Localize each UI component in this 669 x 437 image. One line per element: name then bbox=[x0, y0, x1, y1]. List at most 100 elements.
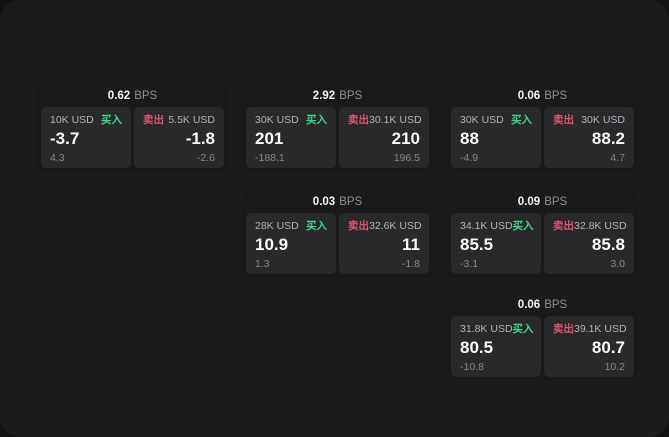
buy-panel-top: 28K USD 买入 bbox=[255, 220, 327, 233]
buy-panel-top: 30K USD 买入 bbox=[255, 114, 327, 127]
sell-sub-value: 10.2 bbox=[604, 361, 625, 373]
sell-price: 88.2 bbox=[591, 129, 625, 148]
buy-amount: 30K USD bbox=[255, 114, 299, 126]
buy-panel[interactable]: 30K USD 买入 201 -188.1 bbox=[246, 107, 336, 168]
buy-amount: 30K USD bbox=[460, 114, 504, 126]
buy-price: 88 bbox=[460, 129, 479, 148]
sell-price: -1.8 bbox=[185, 129, 215, 148]
bps-value: 0.09 bbox=[517, 196, 541, 208]
buy-price: 80.5 bbox=[460, 338, 494, 357]
bps-value: 0.62 bbox=[107, 90, 131, 102]
sell-side-label: 卖出 bbox=[553, 220, 574, 232]
sell-price: 210 bbox=[391, 129, 420, 148]
sell-price: 11 bbox=[402, 235, 420, 254]
buy-sub-value: -188.1 bbox=[255, 152, 285, 164]
bps-value: 2.92 bbox=[312, 90, 336, 102]
bps-value: 0.03 bbox=[312, 196, 336, 208]
quote-card: 0.06 BPS 30K USD 买入 88 -4.9 卖出 30K USD 8… bbox=[447, 85, 638, 172]
sell-sub-value: -2.6 bbox=[196, 152, 215, 164]
sell-sub-value: 196.5 bbox=[393, 152, 420, 164]
quote-card: 0.03 BPS 28K USD 买入 10.9 1.3 卖出 32.6K US… bbox=[242, 191, 433, 278]
sell-amount: 30.1K USD bbox=[369, 114, 422, 126]
buy-side-label: 买入 bbox=[511, 114, 532, 126]
card-header: 0.06 BPS bbox=[447, 294, 638, 316]
sell-amount: 32.8K USD bbox=[574, 220, 627, 232]
sell-panel-top: 卖出 5.5K USD bbox=[143, 114, 215, 127]
quote-card: 2.92 BPS 30K USD 买入 201 -188.1 卖出 30.1K … bbox=[242, 85, 433, 172]
sell-panel-top: 卖出 30.1K USD bbox=[348, 114, 422, 127]
card-header: 2.92 BPS bbox=[242, 85, 433, 107]
sell-price: 80.7 bbox=[591, 338, 625, 357]
buy-sub-value: -3.1 bbox=[460, 258, 479, 270]
quote-card: 0.06 BPS 31.8K USD 买入 80.5 -10.8 卖出 39.1… bbox=[447, 294, 638, 381]
sell-panel[interactable]: 卖出 30.1K USD 210 196.5 bbox=[339, 107, 429, 168]
buy-amount: 34.1K USD bbox=[460, 220, 513, 232]
sell-panel-top: 卖出 30K USD bbox=[553, 114, 625, 127]
card-header: 0.62 BPS bbox=[37, 85, 228, 107]
sell-panel-top: 卖出 32.8K USD bbox=[553, 220, 627, 233]
bps-unit-label: BPS bbox=[544, 299, 568, 311]
buy-sub-value: 4.3 bbox=[50, 152, 65, 164]
buy-price: -3.7 bbox=[50, 129, 80, 148]
quote-panels: 10K USD 买入 -3.7 4.3 卖出 5.5K USD -1.8 -2.… bbox=[37, 107, 228, 172]
sell-panel-top: 卖出 32.6K USD bbox=[348, 220, 422, 233]
buy-panel[interactable]: 28K USD 买入 10.9 1.3 bbox=[246, 213, 336, 274]
buy-panel-top: 31.8K USD 买入 bbox=[460, 323, 534, 336]
sell-panel[interactable]: 卖出 32.6K USD 11 -1.8 bbox=[339, 213, 429, 274]
bps-value: 0.06 bbox=[517, 90, 541, 102]
card-header: 0.03 BPS bbox=[242, 191, 433, 213]
sell-panel-top: 卖出 39.1K USD bbox=[553, 323, 627, 336]
buy-sub-value: -10.8 bbox=[460, 361, 484, 373]
sell-price: 85.8 bbox=[591, 235, 625, 254]
buy-panel-top: 30K USD 买入 bbox=[460, 114, 532, 127]
buy-price: 10.9 bbox=[255, 235, 289, 254]
card-header: 0.06 BPS bbox=[447, 85, 638, 107]
sell-side-label: 卖出 bbox=[348, 114, 369, 126]
buy-side-label: 买入 bbox=[306, 114, 327, 126]
buy-side-label: 买入 bbox=[306, 220, 327, 232]
quote-card: 0.62 BPS 10K USD 买入 -3.7 4.3 卖出 5.5K USD… bbox=[37, 85, 228, 172]
buy-panel-top: 10K USD 买入 bbox=[50, 114, 122, 127]
sell-panel[interactable]: 卖出 32.8K USD 85.8 3.0 bbox=[544, 213, 634, 274]
buy-side-label: 买入 bbox=[512, 323, 534, 335]
sell-panel[interactable]: 卖出 39.1K USD 80.7 10.2 bbox=[544, 316, 634, 377]
buy-panel[interactable]: 30K USD 买入 88 -4.9 bbox=[451, 107, 541, 168]
sell-side-label: 卖出 bbox=[143, 114, 164, 126]
sell-sub-value: -1.8 bbox=[401, 258, 420, 270]
bps-unit-label: BPS bbox=[134, 90, 158, 102]
sell-amount: 39.1K USD bbox=[574, 323, 627, 335]
sell-amount: 32.6K USD bbox=[369, 220, 422, 232]
buy-sub-value: -4.9 bbox=[460, 152, 479, 164]
bps-unit-label: BPS bbox=[544, 196, 568, 208]
quote-panels: 31.8K USD 买入 80.5 -10.8 卖出 39.1K USD 80.… bbox=[447, 316, 638, 381]
quote-panels: 30K USD 买入 201 -188.1 卖出 30.1K USD 210 1… bbox=[242, 107, 433, 172]
bps-unit-label: BPS bbox=[339, 196, 363, 208]
sell-panel[interactable]: 卖出 30K USD 88.2 4.7 bbox=[544, 107, 634, 168]
buy-panel[interactable]: 31.8K USD 买入 80.5 -10.8 bbox=[451, 316, 541, 377]
quote-panels: 28K USD 买入 10.9 1.3 卖出 32.6K USD 11 -1.8 bbox=[242, 213, 433, 278]
buy-amount: 28K USD bbox=[255, 220, 299, 232]
bps-unit-label: BPS bbox=[544, 90, 568, 102]
buy-price: 201 bbox=[255, 129, 284, 148]
buy-price: 85.5 bbox=[460, 235, 494, 254]
sell-sub-value: 3.0 bbox=[610, 258, 625, 270]
quote-panels: 34.1K USD 买入 85.5 -3.1 卖出 32.8K USD 85.8… bbox=[447, 213, 638, 278]
buy-panel[interactable]: 10K USD 买入 -3.7 4.3 bbox=[41, 107, 131, 168]
sell-side-label: 卖出 bbox=[348, 220, 369, 232]
sell-amount: 5.5K USD bbox=[168, 114, 215, 126]
buy-panel-top: 34.1K USD 买入 bbox=[460, 220, 534, 233]
buy-side-label: 买入 bbox=[512, 220, 534, 232]
sell-amount: 30K USD bbox=[581, 114, 625, 126]
card-header: 0.09 BPS bbox=[447, 191, 638, 213]
quote-panels: 30K USD 买入 88 -4.9 卖出 30K USD 88.2 4.7 bbox=[447, 107, 638, 172]
sell-panel[interactable]: 卖出 5.5K USD -1.8 -2.6 bbox=[134, 107, 224, 168]
buy-sub-value: 1.3 bbox=[255, 258, 270, 270]
sell-side-label: 卖出 bbox=[553, 323, 574, 335]
buy-amount: 31.8K USD bbox=[460, 323, 513, 335]
quote-card: 0.09 BPS 34.1K USD 买入 85.5 -3.1 卖出 32.8K… bbox=[447, 191, 638, 278]
sell-side-label: 卖出 bbox=[553, 114, 574, 126]
bps-unit-label: BPS bbox=[339, 90, 363, 102]
sell-sub-value: 4.7 bbox=[610, 152, 625, 164]
buy-panel[interactable]: 34.1K USD 买入 85.5 -3.1 bbox=[451, 213, 541, 274]
